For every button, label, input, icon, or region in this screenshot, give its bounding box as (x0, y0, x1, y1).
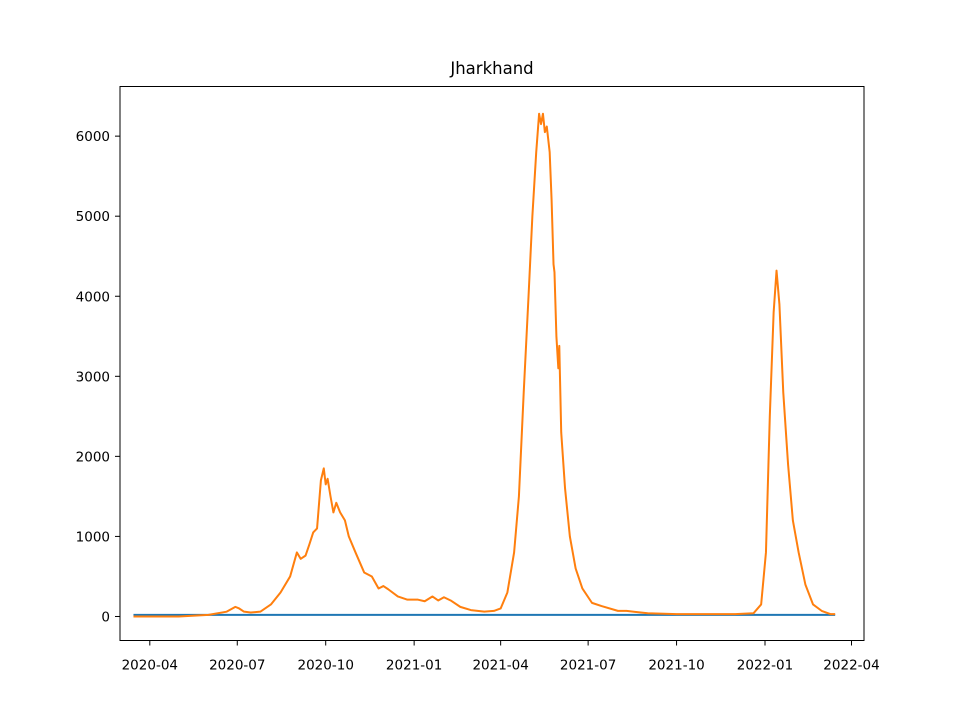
y-tick-label-1: 1000 (76, 529, 110, 545)
x-axis: 2020-04 2020-07 2020-10 2021-01 2021-04 2021-… (122, 640, 880, 674)
x-tick-label-5: 2021-07 (560, 658, 616, 674)
y-tick-label-2: 2000 (76, 449, 110, 465)
plot-area-frame (119, 86, 865, 641)
x-tick-label-4: 2021-04 (472, 658, 528, 674)
x-tick-label-3: 2021-01 (386, 658, 442, 674)
x-tick-label-6: 2021-10 (648, 658, 704, 674)
x-tick-label-8: 2022-04 (823, 658, 879, 674)
series-line-2 (133, 112, 836, 618)
y-tick-label-0: 0 (101, 609, 110, 625)
x-tick-label-0: 2020-04 (122, 658, 178, 674)
x-tick-label-7: 2022-01 (737, 658, 793, 674)
y-tick-label-5: 5000 (76, 209, 110, 225)
y-axis: 0 1000 2000 3000 4000 5000 6000 (76, 129, 120, 625)
y-tick-label-3: 3000 (76, 369, 110, 385)
y-tick-label-4: 4000 (76, 289, 110, 305)
chart-title: Jharkhand (449, 59, 533, 78)
y-tick-label-6: 6000 (76, 129, 110, 145)
series-layer (133, 112, 836, 618)
x-tick-label-2: 2020-10 (298, 658, 354, 674)
x-tick-label-1: 2020-07 (209, 658, 265, 674)
